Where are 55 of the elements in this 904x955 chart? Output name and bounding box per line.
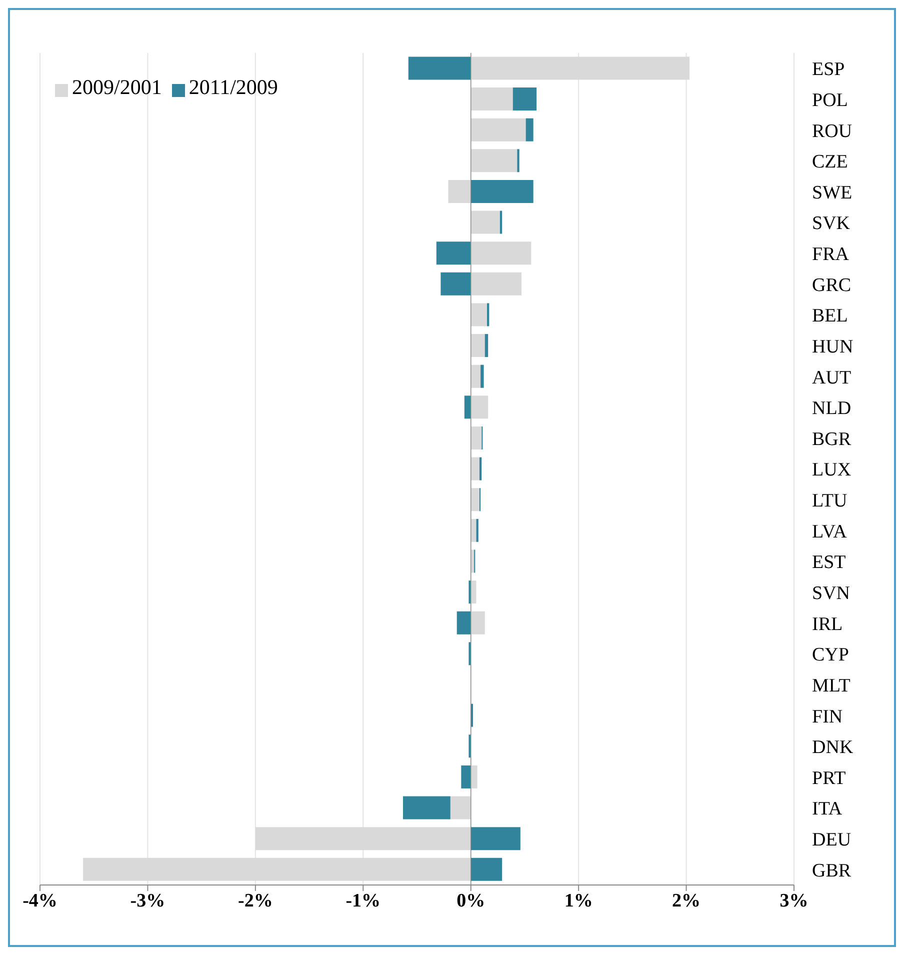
y-tick-label: ITA xyxy=(812,798,842,820)
y-tick-label: DNK xyxy=(812,737,854,758)
y-tick-label: BEL xyxy=(812,306,848,327)
bar xyxy=(480,364,484,388)
bar xyxy=(402,796,450,820)
y-tick-label: SVN xyxy=(812,583,850,604)
legend-label: 2011/2009 xyxy=(188,75,278,99)
bar xyxy=(456,611,471,634)
y-tick-label: POL xyxy=(812,90,848,111)
bar xyxy=(470,858,502,881)
y-tick-label: DEU xyxy=(812,830,852,851)
x-tick-label: 3% xyxy=(780,890,808,912)
x-tick-label: -4% xyxy=(22,890,58,912)
y-tick-label: NLD xyxy=(812,398,852,420)
bar xyxy=(512,88,537,111)
legend-label: 2009/2001 xyxy=(72,75,162,99)
y-tick-label: AUT xyxy=(812,367,852,388)
y-tick-label: ROU xyxy=(812,120,852,142)
x-tick-label: -1% xyxy=(346,890,381,912)
y-tick-label: FIN xyxy=(812,706,843,728)
x-tick-label: 2% xyxy=(672,890,701,912)
y-tick-label: GRC xyxy=(812,274,852,296)
y-tick-label: HUN xyxy=(812,336,854,358)
y-tick-label: ESP xyxy=(812,59,845,80)
bar xyxy=(440,272,471,296)
bar xyxy=(436,242,471,265)
y-tick-label: SWE xyxy=(812,182,852,204)
bar xyxy=(470,180,534,203)
y-tick-label: LUX xyxy=(812,460,852,481)
x-tick-label: 0% xyxy=(456,890,486,912)
bar xyxy=(484,334,488,358)
x-tick-label: -2% xyxy=(238,890,273,912)
y-tick-label: CYP xyxy=(812,644,849,666)
y-tick-label: IRL xyxy=(812,614,843,635)
bar xyxy=(464,396,471,419)
y-tick-label: LTU xyxy=(812,490,848,512)
y-tick-label: FRA xyxy=(812,244,850,266)
bar xyxy=(461,765,471,788)
bar xyxy=(448,180,471,203)
y-tick-label: EST xyxy=(812,552,846,574)
y-tick-label: SVK xyxy=(812,213,850,234)
x-tick-label: 1% xyxy=(564,890,593,912)
x-tick-label: -3% xyxy=(130,890,166,912)
y-tick-label: GBR xyxy=(812,860,852,882)
y-tick-label: CZE xyxy=(812,152,848,173)
y-tick-label: MLT xyxy=(812,675,851,696)
y-tick-label: LVA xyxy=(812,521,848,542)
bar xyxy=(408,56,471,80)
bar xyxy=(479,457,482,480)
bar xyxy=(470,827,520,850)
bar xyxy=(470,704,474,727)
y-tick-label: PRT xyxy=(812,768,846,789)
y-tick-label: BGR xyxy=(812,428,852,450)
bar xyxy=(526,118,534,142)
bar xyxy=(500,210,502,234)
